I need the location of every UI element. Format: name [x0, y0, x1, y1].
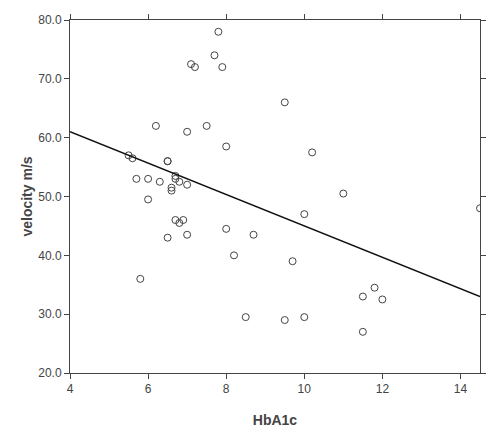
svg-text:20.0: 20.0 [38, 366, 62, 380]
svg-text:10: 10 [298, 382, 312, 396]
svg-text:velocity m/s: velocity m/s [19, 156, 35, 236]
svg-text:60.0: 60.0 [38, 131, 62, 145]
svg-text:HbA1c: HbA1c [253, 412, 298, 428]
svg-text:40.0: 40.0 [38, 249, 62, 263]
svg-text:70.0: 70.0 [38, 72, 62, 86]
svg-text:30.0: 30.0 [38, 307, 62, 321]
svg-text:4: 4 [67, 382, 74, 396]
svg-text:14: 14 [454, 382, 468, 396]
svg-text:50.0: 50.0 [38, 190, 62, 204]
svg-text:12: 12 [376, 382, 390, 396]
svg-text:80.0: 80.0 [38, 13, 62, 27]
svg-text:6: 6 [145, 382, 152, 396]
svg-text:8: 8 [223, 382, 230, 396]
